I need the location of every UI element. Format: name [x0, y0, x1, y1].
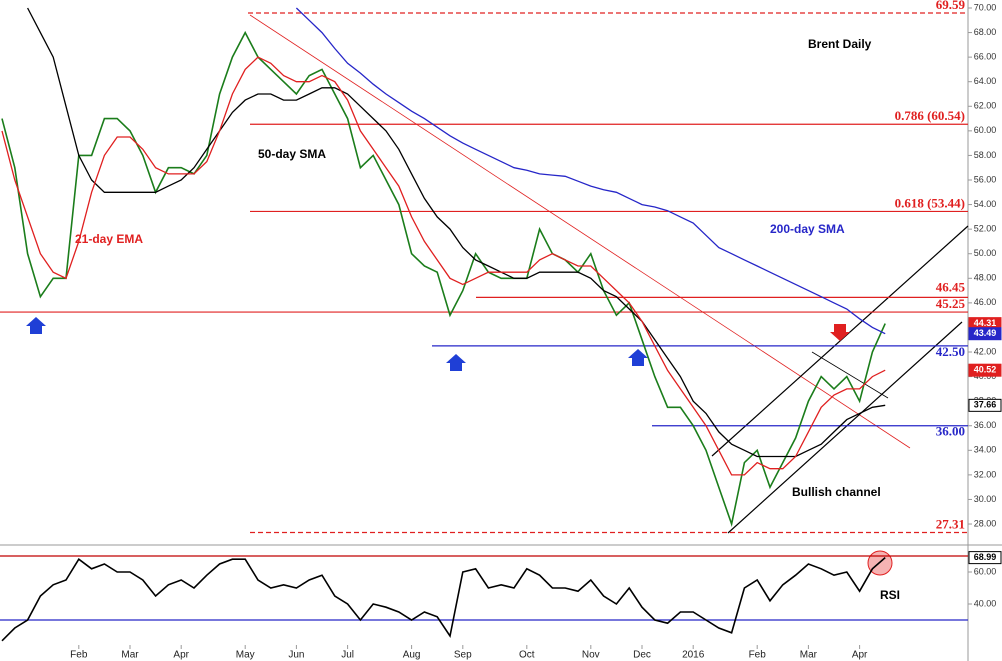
series-line [27, 7, 886, 458]
y-tick-label: 70.00 [974, 2, 997, 12]
value-tag-label: 37.66 [974, 400, 997, 410]
y-tick-label: 58.00 [974, 150, 997, 160]
value-tag [968, 398, 1002, 412]
x-tick-label: Aug [403, 650, 421, 661]
annotation: 200-day SMA [770, 222, 845, 236]
y-tick-label: 42.00 [974, 346, 997, 356]
value-tag [968, 363, 1002, 377]
value-tag-label: 68.99 [974, 552, 997, 562]
y-tick-label: 54.00 [974, 199, 997, 209]
x-tick-label: Dec [633, 650, 651, 661]
y-tick-label: 52.00 [974, 224, 997, 234]
y-tick-label: 46.00 [974, 297, 997, 307]
annotation: 21-day EMA [75, 232, 143, 246]
y-tick-label: 34.00 [974, 445, 997, 455]
level-label: 36.00 [936, 424, 965, 439]
y-tick-label: 30.00 [974, 494, 997, 504]
level-label: 46.45 [936, 279, 966, 294]
x-tick-label: Feb [749, 650, 767, 661]
x-tick-label: Sep [454, 650, 472, 661]
y-tick-label: 32.00 [974, 469, 997, 479]
x-tick-label: Nov [582, 650, 600, 661]
y-tick-label: 60.00 [974, 125, 997, 135]
x-tick-label: Jun [288, 650, 304, 661]
arrow-up [26, 317, 46, 334]
x-tick-label: Apr [173, 650, 189, 661]
annotation: 50-day SMA [258, 147, 326, 161]
wedge-line [811, 351, 889, 399]
downtrend-line [249, 14, 911, 449]
series-line [1, 556, 886, 642]
y-tick-label: 40.00 [974, 598, 997, 608]
channel-lower [727, 321, 963, 534]
y-tick-label: 36.00 [974, 420, 997, 430]
level-label: 27.31 [936, 516, 965, 531]
level-label: 69.59 [936, 0, 966, 12]
arrow-up [446, 354, 466, 371]
series-line [1, 56, 886, 476]
y-tick-label: 60.00 [974, 566, 997, 576]
y-tick-label: 68.00 [974, 27, 997, 37]
arrow-down [830, 324, 850, 341]
level-label: 0.786 (60.54) [895, 108, 965, 123]
level-label: 0.618 (53.44) [895, 195, 965, 210]
y-tick-label: 66.00 [974, 52, 997, 62]
value-tag-label: 44.31 [974, 318, 997, 328]
y-tick-label: 48.00 [974, 273, 997, 283]
value-tag-label: 40.52 [974, 365, 997, 375]
x-tick-label: Oct [519, 650, 535, 661]
series-line [1, 30, 886, 527]
level-label: 42.50 [936, 344, 965, 359]
chart-title: Brent Daily [808, 37, 872, 51]
series-line [295, 7, 886, 335]
arrow-up [628, 349, 648, 366]
level-label: 45.25 [936, 296, 966, 311]
x-tick-label: Feb [70, 650, 88, 661]
x-tick-label: Jul [341, 650, 354, 661]
value-tag [968, 327, 1002, 341]
x-tick-label: 2016 [682, 650, 705, 661]
x-tick-label: Mar [800, 650, 818, 661]
y-tick-label: 50.00 [974, 248, 997, 258]
value-tag-label: 43.49 [974, 328, 997, 338]
x-tick-label: Apr [852, 650, 868, 661]
y-tick-label: 56.00 [974, 174, 997, 184]
value-tag [968, 551, 1002, 565]
annotation: Bullish channel [792, 485, 881, 499]
rsi-title: RSI [880, 588, 900, 602]
x-tick-label: Mar [121, 650, 139, 661]
y-tick-label: 28.00 [974, 518, 997, 528]
y-tick-label: 64.00 [974, 76, 997, 86]
y-tick-label: 62.00 [974, 101, 997, 111]
x-tick-label: May [236, 650, 255, 661]
